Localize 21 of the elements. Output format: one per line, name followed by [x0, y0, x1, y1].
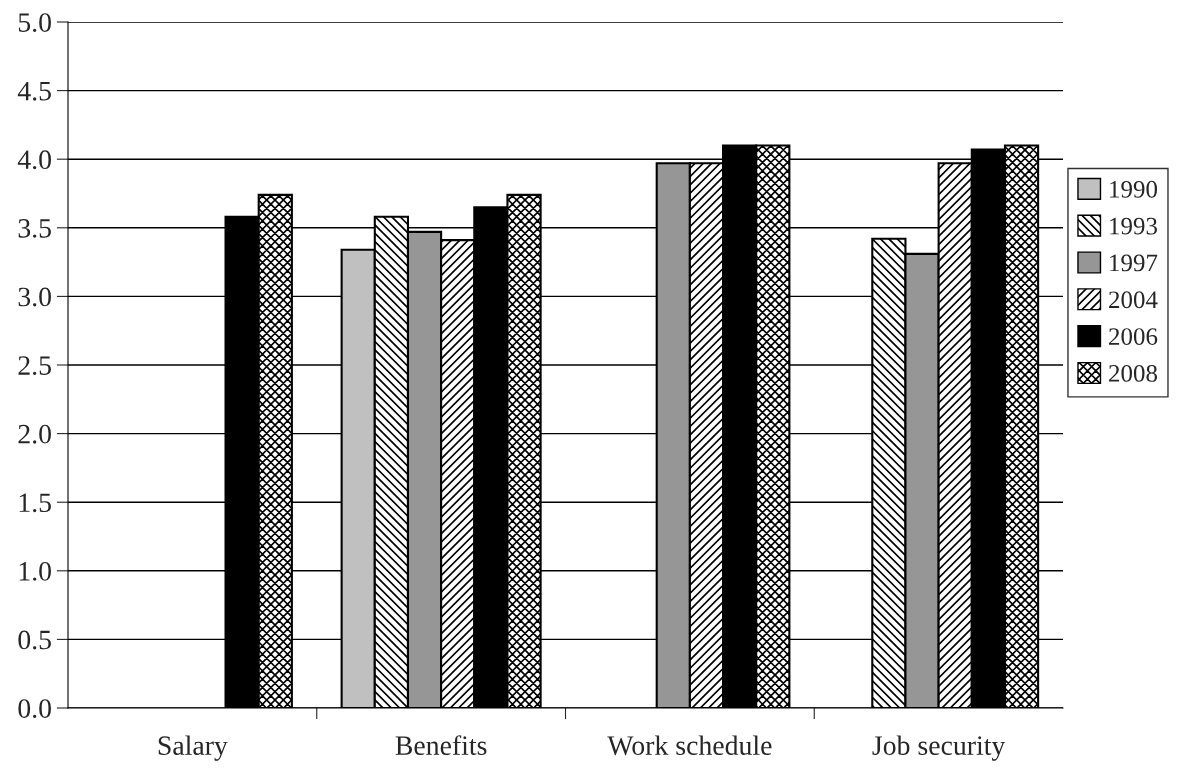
legend-label: 2004	[1109, 291, 1158, 309]
y-tick-label: 4.0	[17, 150, 51, 170]
y-tick-label: 3.0	[18, 287, 51, 307]
y-tick-label: 4.5	[17, 81, 51, 101]
x-tick-label: Job security	[872, 735, 1006, 761]
legend-label: 2006	[1109, 328, 1158, 345]
y-tick-label: 3.5	[18, 219, 51, 238]
y-tick-label: 2.0	[18, 424, 51, 444]
legend-label: 1997	[1110, 254, 1158, 272]
y-tick-label: 1.0	[19, 561, 51, 581]
legend-label: 1993	[1110, 217, 1157, 235]
y-tick-label: 0.5	[18, 630, 51, 650]
legend-label: 1990	[1110, 180, 1158, 198]
y-tick-label: 0.0	[18, 699, 51, 719]
x-tick-label: Salary	[158, 735, 228, 761]
y-tick-label: 5.0	[18, 13, 51, 33]
legend-label: 2008	[1109, 364, 1158, 382]
x-tick-label: Benefits	[395, 735, 487, 755]
y-tick-label: 2.5	[18, 356, 51, 376]
y-tick-label: 1.5	[19, 493, 51, 513]
x-tick-label: Work schedule	[607, 735, 772, 756]
